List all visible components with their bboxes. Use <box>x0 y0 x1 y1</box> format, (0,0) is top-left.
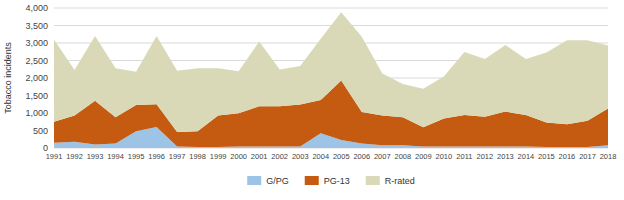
y-axis-label: Tobacco incidents <box>3 42 13 114</box>
x-tick-label: 2011 <box>456 152 472 161</box>
x-tick-label: 2008 <box>394 152 411 161</box>
x-tick-label: 1993 <box>87 152 104 161</box>
grid-line <box>54 8 608 9</box>
x-tick-label: 1991 <box>46 152 63 161</box>
x-tick-label: 2015 <box>538 152 555 161</box>
grid <box>54 8 608 148</box>
x-tick-label: 2017 <box>579 152 596 161</box>
x-tick-label: 2014 <box>518 152 535 161</box>
x-tick-label: 2004 <box>312 152 329 161</box>
y-tick-label: 2,000 <box>25 73 48 83</box>
y-tick-label: 3,000 <box>25 38 48 48</box>
legend-swatch <box>366 176 380 185</box>
y-tick-label: 2,500 <box>25 56 48 66</box>
x-tick-label: 2001 <box>251 152 268 161</box>
x-tick-label: 2000 <box>230 152 247 161</box>
chart: 05001,0001,5002,0002,5003,0003,5004,0001… <box>0 0 624 200</box>
x-tick-label: 2012 <box>477 152 494 161</box>
x-tick-label: 2005 <box>333 152 350 161</box>
x-tick-label: 1998 <box>189 152 206 161</box>
x-tick-label: 2006 <box>353 152 370 161</box>
legend-swatch <box>247 176 261 185</box>
y-tick-label: 500 <box>33 126 48 136</box>
x-tick-label: 1999 <box>210 152 227 161</box>
x-tick-label: 2003 <box>292 152 309 161</box>
x-tick-label: 1994 <box>107 152 124 161</box>
legend-label: R-rated <box>385 176 415 186</box>
y-axis: 05001,0001,5002,0002,5003,0003,5004,000 <box>25 3 48 153</box>
x-tick-label: 2002 <box>271 152 288 161</box>
legend-label: G/PG <box>266 176 289 186</box>
area <box>54 12 608 132</box>
areas <box>54 12 608 148</box>
legend-label: PG-13 <box>324 176 350 186</box>
y-tick-label: 1,000 <box>25 108 48 118</box>
y-tick-label: 4,000 <box>25 3 48 13</box>
x-tick-label: 2010 <box>436 152 453 161</box>
y-tick-label: 1,500 <box>25 91 48 101</box>
x-tick-label: 1996 <box>148 152 165 161</box>
x-tick-label: 2018 <box>600 152 617 161</box>
x-tick-label: 2009 <box>415 152 432 161</box>
x-tick-label: 2007 <box>374 152 391 161</box>
legend: G/PG PG-13 R-rated <box>247 176 415 186</box>
x-tick-label: 2016 <box>559 152 576 161</box>
x-tick-label: 2013 <box>497 152 514 161</box>
x-tick-label: 1995 <box>128 152 145 161</box>
x-axis: 19911992 19931994 19951996 19971998 19992000… <box>46 152 617 161</box>
x-tick-label: 1992 <box>66 152 83 161</box>
y-tick-label: 3,500 <box>25 21 48 31</box>
legend-swatch <box>305 176 319 185</box>
x-tick-label: 1997 <box>169 152 186 161</box>
